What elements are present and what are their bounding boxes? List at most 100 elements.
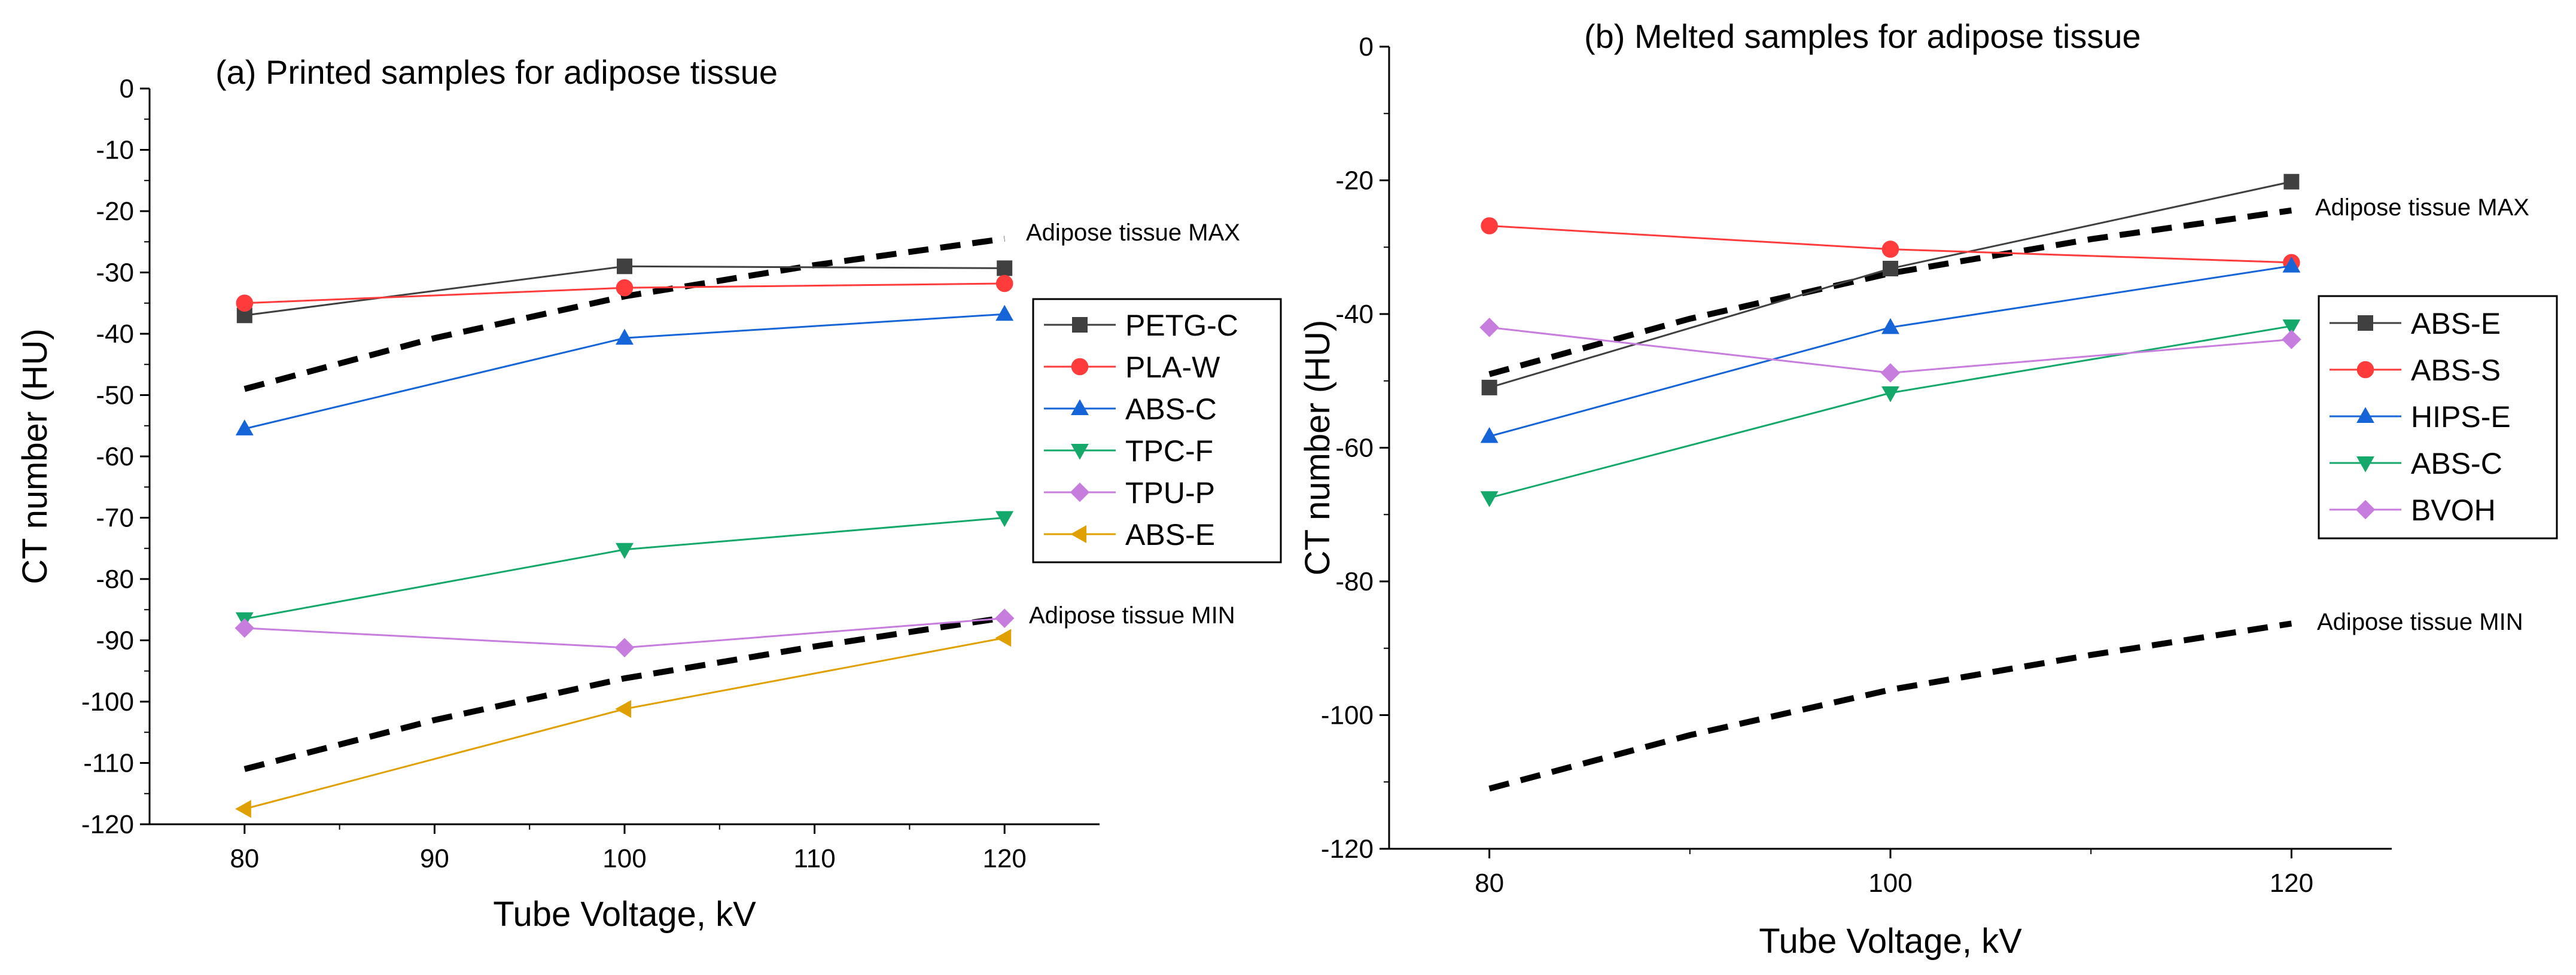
panel-b-y-tick-label: -120 <box>1321 834 1374 864</box>
panel-a-x-axis-label: Tube Voltage, kV <box>493 895 756 934</box>
panel-b-adipose-min-line <box>1488 620 2292 792</box>
panel-b-y-tick-label: -20 <box>1335 166 1374 196</box>
panel-a-series-tpc-f <box>235 511 1014 629</box>
panel-b-point-abs-e <box>2283 173 2300 190</box>
panel-a-point-abs-e <box>615 700 632 718</box>
panel-a-legend-label-abs-e: ABS-E <box>1125 518 1215 552</box>
panel-a-point-petg-c <box>997 260 1013 276</box>
panel-b-x-axis-label: Tube Voltage, kV <box>1759 922 2022 961</box>
panel-a-y-tick-label: -100 <box>81 687 134 717</box>
panel-a-series-abs-e <box>235 629 1012 818</box>
panel-a-y-tick-label: -60 <box>96 442 134 471</box>
panel-a-adipose-min-line <box>243 614 1005 772</box>
panel-a-series-abs-e-line <box>244 636 1005 810</box>
panel-b-legend-marker-hips-e <box>2356 407 2374 423</box>
panel-a-legend-label-abs-c: ABS-C <box>1125 392 1217 426</box>
panel-a-x-tick-label: 110 <box>794 844 836 873</box>
panel-b-title: (b) Melted samples for adipose tissue <box>1584 17 2141 55</box>
panel-a-point-abs-e <box>995 629 1012 647</box>
panel-a-x-tick-label: 80 <box>230 844 259 873</box>
panel-b-point-bvoh <box>2282 330 2301 349</box>
panel-a-series-abs-c <box>235 304 1014 435</box>
panel-a-legend-box <box>1032 298 1282 563</box>
panel-a-point-tpu-p <box>614 638 635 658</box>
panel-b-y-tick-label: -100 <box>1321 701 1374 730</box>
panel-b-x-tick-label: 100 <box>1868 869 1912 898</box>
panel-a-adipose-max-label: Adipose tissue MAX <box>1026 220 1240 246</box>
panel-b-x-tick-label: 120 <box>2270 869 2313 898</box>
panel-a-y-tick-label: -40 <box>96 319 134 349</box>
panel-b-point-hips-e <box>1480 426 1499 443</box>
panel-a-legend-label-petg-c: PETG-C <box>1125 309 1238 342</box>
panel-a-chart: (a) Printed samples for adipose tissue 0 -… <box>16 53 1282 934</box>
panel-a-series-tpc-f-line <box>244 517 1005 620</box>
panel-b-y-tick-label: -40 <box>1335 300 1374 329</box>
panel-a-x-tick-label: 120 <box>982 844 1026 873</box>
panel-a-point-abs-c <box>235 419 254 435</box>
panel-b-series-abs-c <box>1480 319 2301 507</box>
panel-b-y-tick-label: -60 <box>1335 434 1374 463</box>
panel-a-y-tick-label: -90 <box>96 626 134 656</box>
panel-b-adipose-max-label: Adipose tissue MAX <box>2315 194 2529 221</box>
panel-b-point-abs-e <box>1481 379 1497 395</box>
panel-b-point-abs-s <box>1881 240 1899 258</box>
panel-a-point-tpu-p <box>235 618 255 638</box>
panel-b-point-hips-e <box>2282 256 2301 273</box>
panel-a-legend-label-tpu-p: TPU-P <box>1125 476 1215 510</box>
panel-a-x-tick-label: 90 <box>420 844 449 873</box>
panel-a-point-tpc-f <box>616 543 634 559</box>
panel-b-series-hips-e <box>1480 256 2301 443</box>
panel-a-y-axis-label: CT number (HU) <box>16 328 54 584</box>
panel-a-y-tick-label: -110 <box>83 749 134 778</box>
panel-b-series-bvoh <box>1479 318 2301 383</box>
panel-a-series-pla-w <box>236 275 1013 312</box>
panel-a-point-pla-w <box>236 294 254 312</box>
panel-b-point-abs-c <box>2282 319 2301 336</box>
panel-a-legend-marker-abs-e <box>1070 525 1087 543</box>
panel-b-point-bvoh <box>1479 318 1499 337</box>
panel-a-y-tick-label: -70 <box>96 504 134 533</box>
panel-a-series-tpu-p <box>235 608 1015 658</box>
panel-b-point-bvoh <box>1880 363 1901 383</box>
panel-a-legend-marker-tpu-p <box>1070 482 1090 502</box>
panel-b-legend-label-abs-e: ABS-E <box>2411 307 2501 340</box>
panel-b-series-abs-e <box>1481 173 2300 395</box>
panel-a-point-petg-c <box>236 307 252 324</box>
panel-a-y-tick-label: -10 <box>96 136 134 165</box>
panel-b-adipose-max-line <box>1488 207 2292 377</box>
panel-a-point-abs-e <box>235 800 251 818</box>
panel-b-legend-label-abs-s: ABS-S <box>2411 354 2501 387</box>
panel-b-legend-label-abs-c: ABS-C <box>2411 447 2502 480</box>
panel-b-y-tick-label: -80 <box>1335 567 1374 596</box>
panel-a-point-abs-c <box>995 304 1014 321</box>
panel-a-point-pla-w <box>995 275 1013 292</box>
panel-a-x-tick-label: 100 <box>602 844 646 873</box>
panel-a-y-tick-label: -80 <box>96 565 134 594</box>
panel-b-point-hips-e <box>1881 318 1899 334</box>
panel-b-y-tick-label: 0 <box>1359 32 1374 62</box>
panel-b-point-abs-s <box>1481 217 1498 234</box>
panel-b-x-tick-label: 80 <box>1475 869 1504 898</box>
panel-a-legend: PETG-C PLA-W ABS-C TPC-F TPU-P ABS-E <box>1032 298 1282 563</box>
panel-a-adipose-min-label: Adipose tissue MIN <box>1029 602 1235 629</box>
panel-b-chart: (b) Melted samples for adipose tissue 0 -2… <box>1298 17 2558 961</box>
panel-a-point-tpc-f <box>995 511 1014 528</box>
panel-a-y-tick-label: -20 <box>96 197 134 226</box>
panel-a-y-tick-label: 0 <box>120 74 134 103</box>
panel-b-legend-label-hips-e: HIPS-E <box>2411 400 2511 434</box>
panel-b-legend-marker-abs-s <box>2356 361 2374 379</box>
panel-b-legend-marker-abs-c <box>2356 456 2374 473</box>
panel-b-adipose-min-label: Adipose tissue MIN <box>2317 609 2523 635</box>
panel-b-y-axis-label: CT number (HU) <box>1298 320 1337 576</box>
panel-a-point-tpu-p <box>994 608 1015 628</box>
panel-b-legend: ABS-E ABS-S HIPS-E ABS-C BVOH <box>2318 295 2558 540</box>
panel-b-point-abs-c <box>1881 386 1899 403</box>
panel-a-title: (a) Printed samples for adipose tissue <box>215 53 778 91</box>
panel-a-legend-marker-tpc-f <box>1071 443 1089 460</box>
panel-a-y-tick-label: -30 <box>96 258 134 288</box>
panel-b-legend-marker-abs-e <box>2358 315 2373 331</box>
panel-a-legend-label-pla-w: PLA-W <box>1125 351 1220 384</box>
panel-b-legend-marker-bvoh <box>2355 499 2376 520</box>
panel-a-point-petg-c <box>617 258 632 275</box>
